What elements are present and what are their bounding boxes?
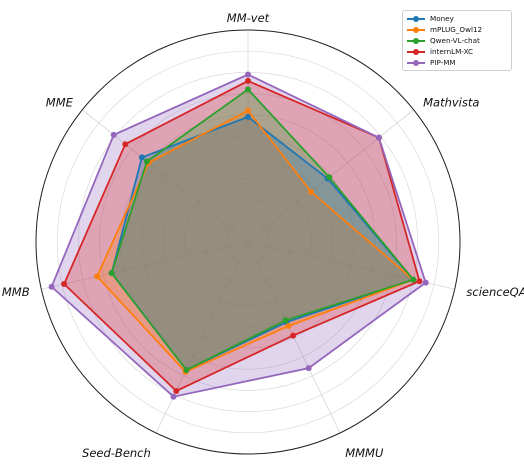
data-point	[108, 270, 115, 277]
axis-label: MMMU	[345, 446, 384, 460]
axis-spoke	[82, 109, 249, 243]
series-line	[63, 79, 421, 393]
legend-marker	[407, 13, 425, 24]
data-point	[122, 141, 129, 148]
data-point	[282, 317, 289, 324]
series-line	[50, 73, 427, 398]
series-fill	[111, 116, 414, 371]
series-line	[110, 88, 415, 372]
legend-entry: PIP-MM	[407, 57, 507, 68]
data-point	[245, 71, 251, 78]
legend-label: mPLUG_Owl12	[430, 25, 483, 34]
axis-label: Mathvista	[423, 95, 479, 109]
series-lines	[48, 71, 429, 400]
legend: Money mPLUG_Owl12 Qwen-VL-chat internLM-XC P…	[402, 10, 512, 71]
data-point	[326, 174, 333, 181]
legend-entry: Qwen-VL-chat	[407, 35, 507, 46]
outer-frame	[35, 29, 461, 455]
axis-label: MMB	[2, 285, 30, 299]
legend-entry: Money	[407, 13, 507, 24]
legend-label: Qwen-VL-chat	[430, 36, 480, 45]
data-point	[48, 283, 55, 290]
legend-marker	[407, 24, 425, 35]
data-point	[245, 113, 251, 120]
data-point	[410, 276, 417, 283]
data-point	[416, 278, 423, 285]
series-line	[110, 115, 415, 372]
legend-entry: mPLUG_Owl12	[407, 24, 507, 35]
data-point	[245, 77, 251, 84]
axis-spoke	[41, 241, 249, 290]
legend-label: Money	[430, 14, 454, 23]
data-point	[245, 86, 251, 93]
axis-labels: MM-vet Mathvista scienceQA-img MMMU Seed-Ben…	[2, 11, 524, 460]
data-point	[170, 393, 177, 400]
data-point	[61, 281, 68, 287]
axis-label: scienceQA-img	[466, 285, 524, 299]
data-point	[290, 332, 297, 339]
data-point	[138, 154, 145, 161]
data-point	[285, 323, 292, 329]
axis-spoke	[155, 241, 249, 434]
axis-label: Seed-Bench	[82, 446, 151, 460]
legend-marker	[407, 57, 425, 68]
legend-entry: internLM-XC	[407, 46, 507, 57]
legend-label: internLM-XC	[430, 47, 474, 56]
data-point	[245, 107, 251, 114]
legend-label: PIP-MM	[430, 58, 456, 67]
data-point	[183, 367, 190, 373]
data-point	[94, 273, 101, 280]
data-point	[305, 365, 312, 372]
data-point	[375, 134, 382, 141]
axis-label: MM-vet	[227, 11, 270, 25]
legend-marker	[407, 35, 425, 46]
data-point	[143, 158, 150, 165]
series-fill	[64, 80, 420, 392]
data-point	[110, 131, 117, 138]
data-point	[173, 388, 180, 394]
legend-marker	[407, 46, 425, 57]
data-point	[422, 279, 429, 286]
series-fill	[111, 89, 414, 371]
data-point	[308, 188, 314, 195]
axis-label: MME	[46, 95, 74, 109]
